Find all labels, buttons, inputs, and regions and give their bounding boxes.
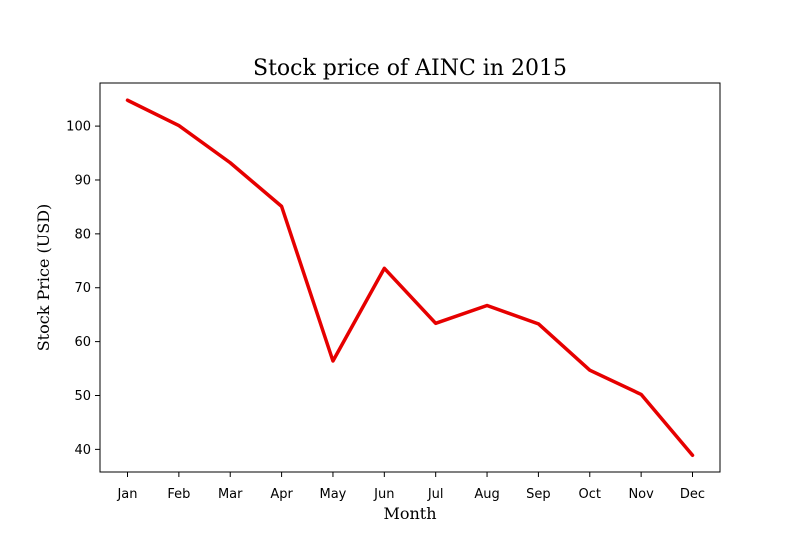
x-tick-label: Jun <box>373 487 394 502</box>
x-axis-label: Month <box>383 504 436 523</box>
x-axis-ticks: Jan Feb Mar Apr May Jun Jul Aug Sep Oct Nov Dec <box>116 472 705 502</box>
y-tick-label: 80 <box>74 227 91 242</box>
x-tick-label: Sep <box>526 487 551 502</box>
series-line <box>125 98 695 458</box>
x-tick-label: Aug <box>474 487 499 502</box>
x-tick-label: Dec <box>680 487 705 502</box>
y-tick-label: 90 <box>74 173 91 188</box>
x-tick-label: Oct <box>579 487 601 502</box>
y-tick-label: 60 <box>74 335 91 350</box>
x-tick-label: Feb <box>167 487 190 502</box>
y-tick-label: 70 <box>74 281 91 296</box>
plot-area-frame <box>99 82 721 473</box>
series-layer <box>125 98 695 458</box>
x-tick-label: May <box>320 487 347 502</box>
y-tick-label: 50 <box>74 389 91 404</box>
y-tick-label: 100 <box>66 120 91 135</box>
x-tick-label: Apr <box>270 487 293 502</box>
y-tick-label: 40 <box>74 443 91 458</box>
x-tick-label: Jul <box>427 487 444 502</box>
y-axis-ticks: 40 50 60 70 80 90 100 <box>66 120 100 458</box>
y-axis-label: Stock Price (USD) <box>34 204 53 352</box>
x-tick-label: Nov <box>628 487 654 502</box>
x-tick-label: Mar <box>218 487 243 502</box>
x-tick-label: Jan <box>116 487 137 502</box>
chart-title: Stock price of AINC in 2015 <box>253 56 567 81</box>
